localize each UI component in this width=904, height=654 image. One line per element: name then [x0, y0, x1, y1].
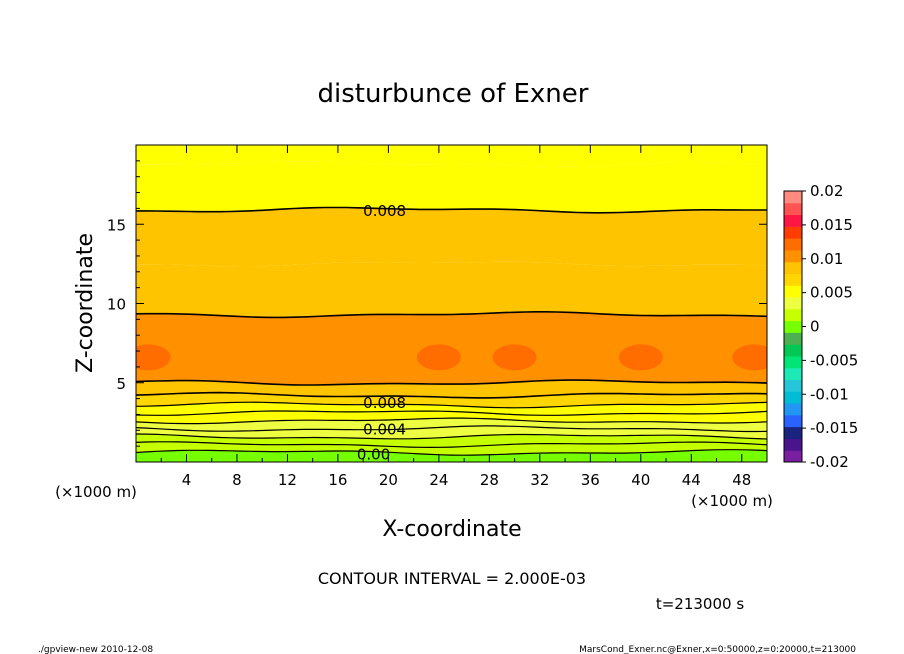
colorbar-swatch — [784, 285, 802, 298]
x-axis-ticks: 4 8 12 16 20 24 28 32 36 40 44 48 — [160, 145, 751, 489]
colorbar-tick-label: -0.015 — [810, 419, 858, 437]
contour-label: 0.008 — [363, 202, 406, 220]
colorbar — [783, 190, 803, 463]
hotspot — [416, 344, 461, 371]
contour-bands — [136, 145, 767, 462]
colorbar-swatch — [784, 273, 802, 286]
plot-area — [136, 145, 767, 462]
colorbar-tick-label: -0.01 — [810, 385, 849, 403]
contour-band — [136, 145, 767, 167]
contour-line — [136, 449, 767, 456]
colorbar-swatch — [784, 450, 802, 463]
contour-band — [136, 402, 767, 416]
x-tick-label: 36 — [581, 471, 600, 489]
colorbar-swatch — [784, 261, 802, 274]
contour-line — [136, 441, 767, 449]
colorbar-swatch — [784, 191, 802, 204]
colorbar-swatch — [784, 308, 802, 322]
footer-left: ./gpview-new 2010-12-08 — [38, 645, 153, 654]
colorbar-tick-label: 0.005 — [810, 284, 853, 302]
hotspot — [136, 344, 171, 371]
x-unit-label: (×1000 m) — [691, 492, 773, 510]
contour-band — [136, 261, 767, 318]
hotspot — [618, 344, 663, 371]
colorbar-tick-label: 0.02 — [810, 182, 843, 200]
contour-line — [136, 379, 767, 386]
contour-interval-note: CONTOUR INTERVAL = 2.000E-03 — [318, 569, 586, 588]
hotspot — [492, 344, 537, 371]
contour-labels: 0.008 0.008 0.004 0.00 — [357, 202, 406, 463]
x-tick-label: 8 — [232, 471, 242, 489]
contour-lines — [136, 206, 767, 456]
colorbar-tick-label: -0.005 — [810, 351, 858, 369]
time-note: t=213000 s — [656, 595, 744, 613]
x-tick-label: 4 — [182, 471, 192, 489]
colorbar-swatch — [784, 249, 802, 263]
colorbar-swatch — [784, 426, 802, 439]
contour-line — [136, 311, 767, 319]
colorbar-tick-label: 0.015 — [810, 216, 853, 234]
y-axis-label: Z-coordinate — [73, 233, 98, 373]
colorbar-swatch — [784, 226, 802, 239]
contour-band — [136, 449, 767, 462]
x-tick-label: 12 — [278, 471, 297, 489]
x-tick-label: 44 — [682, 471, 701, 489]
colorbar-tick-label: 0.01 — [810, 250, 843, 268]
contour-band — [136, 161, 767, 213]
colorbar-ticks: 0.02 0.015 0.01 0.005 0 -0.005 -0.01 -0.015 -0.0… — [802, 182, 858, 471]
contour-label: 0.004 — [363, 421, 406, 439]
x-tick-label: 16 — [328, 471, 347, 489]
contour-line — [136, 401, 767, 409]
colorbar-swatch — [784, 438, 802, 451]
x-tick-label: 40 — [631, 471, 650, 489]
colorbar-swatch — [784, 297, 802, 310]
colorbar-swatch — [784, 332, 802, 345]
colorbar-swatch — [784, 367, 802, 381]
colorbar-swatch — [784, 355, 802, 369]
y-unit-label: (×1000 m) — [55, 483, 137, 501]
colorbar-swatch — [784, 238, 802, 251]
colorbar-swatch — [784, 344, 802, 357]
footer-right: MarsCond_Exner.nc@Exner,x=0:50000,z=0:20… — [579, 645, 856, 654]
x-tick-label: 28 — [480, 471, 499, 489]
contour-line — [136, 433, 767, 440]
contour-line — [136, 206, 767, 214]
y-tick-label: 5 — [116, 375, 126, 393]
colorbar-swatch — [784, 202, 802, 216]
x-tick-label: 20 — [379, 471, 398, 489]
y-axis-ticks: 5 10 15 — [107, 160, 767, 447]
contour-band — [136, 207, 767, 267]
colorbar-swatch — [784, 379, 802, 392]
colorbar-swatch — [784, 320, 802, 333]
hotspot — [732, 344, 767, 371]
colorbar-tick-label: 0 — [810, 318, 820, 336]
contour-band — [136, 392, 767, 408]
contour-line — [136, 425, 767, 433]
colorbar-tick-label: -0.02 — [810, 453, 849, 471]
contour-band — [136, 418, 767, 432]
contour-line — [136, 391, 767, 399]
contour-line — [136, 410, 767, 416]
y-tick-label: 15 — [107, 216, 126, 234]
contour-label: 0.008 — [363, 394, 406, 412]
y-tick-label: 10 — [107, 296, 126, 314]
x-tick-label: 48 — [732, 471, 751, 489]
x-axis-label: X-coordinate — [382, 517, 521, 542]
hotspots — [136, 344, 767, 371]
contour-label: 0.00 — [357, 445, 390, 463]
colorbar-swatch — [784, 414, 802, 428]
x-tick-label: 24 — [429, 471, 448, 489]
colorbar-swatch — [784, 214, 802, 227]
x-tick-label: 32 — [530, 471, 549, 489]
colorbar-swatch — [784, 391, 802, 404]
contour-line — [136, 417, 767, 425]
colorbar-swatch — [784, 403, 802, 416]
chart-title: disturbunce of Exner — [318, 79, 589, 109]
